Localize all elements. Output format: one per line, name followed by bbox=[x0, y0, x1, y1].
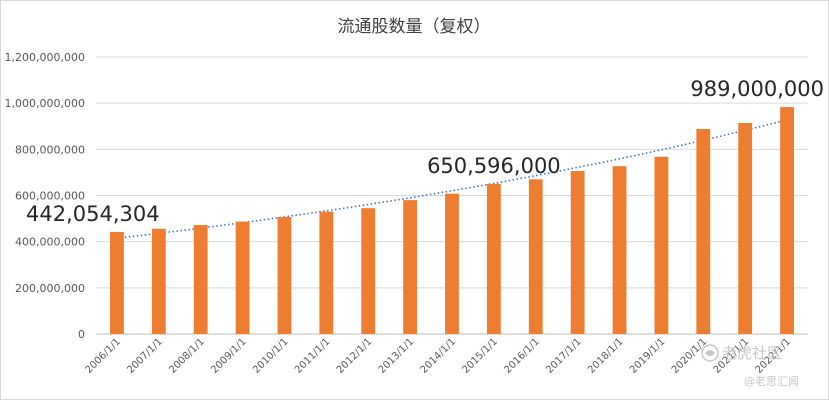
x-tick-label: 2008/1/1 bbox=[167, 336, 207, 376]
bar bbox=[110, 231, 124, 334]
x-tick-label: 2007/1/1 bbox=[125, 336, 165, 376]
trendline bbox=[116, 119, 788, 239]
data-labels: 442,054,304 650,596,000 989,000,000 bbox=[26, 77, 824, 226]
data-label: 650,596,000 bbox=[427, 154, 561, 178]
y-tick-label: 800,000,000 bbox=[15, 143, 85, 156]
y-tick-label: 600,000,000 bbox=[15, 190, 85, 203]
x-tick-label: 2013/1/1 bbox=[377, 336, 417, 376]
bar bbox=[528, 179, 543, 334]
bar bbox=[570, 171, 585, 334]
x-tick-label: 2014/1/1 bbox=[419, 336, 459, 376]
x-tick-label: 2016/1/1 bbox=[502, 336, 542, 376]
bar bbox=[277, 216, 292, 334]
x-tick-label: 2011/1/1 bbox=[293, 336, 333, 376]
tiger-logo-icon bbox=[701, 344, 719, 362]
watermark-text: 老虎社区 bbox=[722, 344, 782, 362]
x-axis-tick-labels: 2006/1/1 2007/1/1 2008/1/1 2009/1/1 2010/1/1… bbox=[84, 336, 794, 376]
data-label: 989,000,000 bbox=[690, 77, 824, 101]
x-tick-label: 2006/1/1 bbox=[84, 336, 124, 376]
bar bbox=[654, 156, 669, 334]
bar bbox=[696, 129, 711, 334]
bar bbox=[780, 107, 794, 334]
y-tick-label: 0 bbox=[78, 328, 85, 341]
bar bbox=[319, 211, 334, 334]
x-tick-label: 2019/1/1 bbox=[628, 336, 668, 376]
bars bbox=[110, 107, 794, 334]
watermark-sub: @老思汇闻 bbox=[744, 374, 799, 388]
x-tick-label: 2020/1/1 bbox=[670, 336, 710, 376]
x-tick-label: 2012/1/1 bbox=[335, 336, 375, 376]
y-axis-tick-labels: 0 200,000,000 400,000,000 600,000,000 800,00… bbox=[5, 51, 85, 341]
x-tick-label: 2015/1/1 bbox=[460, 336, 500, 376]
watermark: 老虎社区 @老思汇闻 bbox=[701, 344, 799, 388]
bar bbox=[235, 221, 250, 334]
gridlines bbox=[96, 56, 808, 335]
chart-title: 流通股数量（复权） bbox=[338, 17, 491, 37]
y-tick-label: 1,200,000,000 bbox=[5, 51, 85, 64]
bar bbox=[445, 193, 459, 334]
y-tick-label: 200,000,000 bbox=[15, 282, 85, 295]
x-tick-label: 2010/1/1 bbox=[251, 336, 291, 376]
x-tick-label: 2018/1/1 bbox=[586, 336, 626, 376]
bar bbox=[486, 183, 501, 334]
data-label: 442,054,304 bbox=[26, 202, 160, 226]
y-tick-label: 1,000,000,000 bbox=[5, 97, 85, 110]
y-tick-label: 400,000,000 bbox=[15, 236, 85, 249]
bar bbox=[361, 208, 376, 334]
bar bbox=[151, 228, 166, 334]
trendline-layer bbox=[116, 119, 788, 239]
bar bbox=[193, 225, 208, 334]
x-tick-label: 2017/1/1 bbox=[544, 336, 584, 376]
bar bbox=[403, 200, 418, 334]
bar bbox=[612, 166, 627, 334]
bar bbox=[738, 123, 753, 334]
x-tick-label: 2009/1/1 bbox=[209, 336, 249, 376]
